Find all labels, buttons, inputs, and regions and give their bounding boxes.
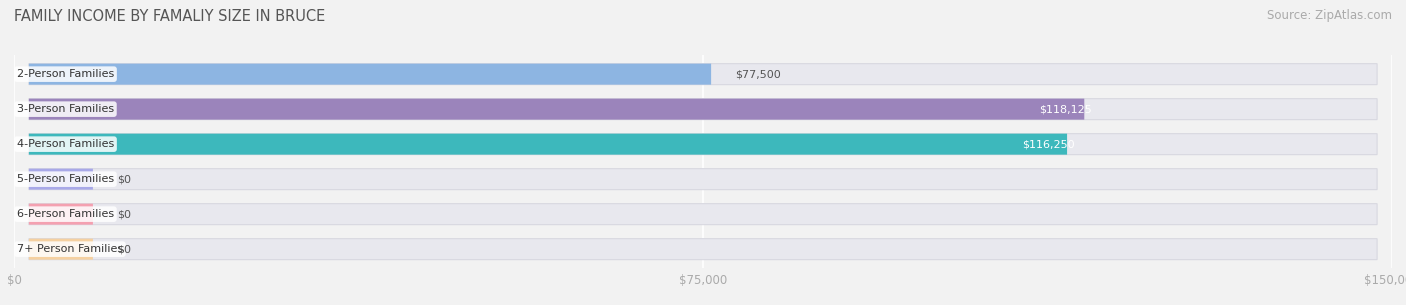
Text: $0: $0 [118,209,131,219]
FancyBboxPatch shape [30,99,1376,120]
FancyBboxPatch shape [30,64,711,85]
FancyBboxPatch shape [30,99,1084,120]
FancyBboxPatch shape [30,204,1376,225]
FancyBboxPatch shape [30,64,1376,85]
Text: $118,125: $118,125 [1039,104,1092,114]
Text: $77,500: $77,500 [735,69,782,79]
Text: FAMILY INCOME BY FAMALIY SIZE IN BRUCE: FAMILY INCOME BY FAMALIY SIZE IN BRUCE [14,9,325,24]
FancyBboxPatch shape [30,134,1376,155]
Text: $116,250: $116,250 [1022,139,1076,149]
Text: $0: $0 [118,174,131,184]
Text: Source: ZipAtlas.com: Source: ZipAtlas.com [1267,9,1392,22]
FancyBboxPatch shape [30,169,1376,190]
Text: 2-Person Families: 2-Person Families [17,69,114,79]
Text: 6-Person Families: 6-Person Families [17,209,114,219]
Text: 7+ Person Families: 7+ Person Families [17,244,122,254]
FancyBboxPatch shape [30,134,1067,155]
FancyBboxPatch shape [30,169,93,190]
Text: 5-Person Families: 5-Person Families [17,174,114,184]
Text: 4-Person Families: 4-Person Families [17,139,114,149]
Text: $0: $0 [118,244,131,254]
FancyBboxPatch shape [30,239,1376,260]
Text: 3-Person Families: 3-Person Families [17,104,114,114]
FancyBboxPatch shape [30,239,93,260]
FancyBboxPatch shape [30,204,93,225]
